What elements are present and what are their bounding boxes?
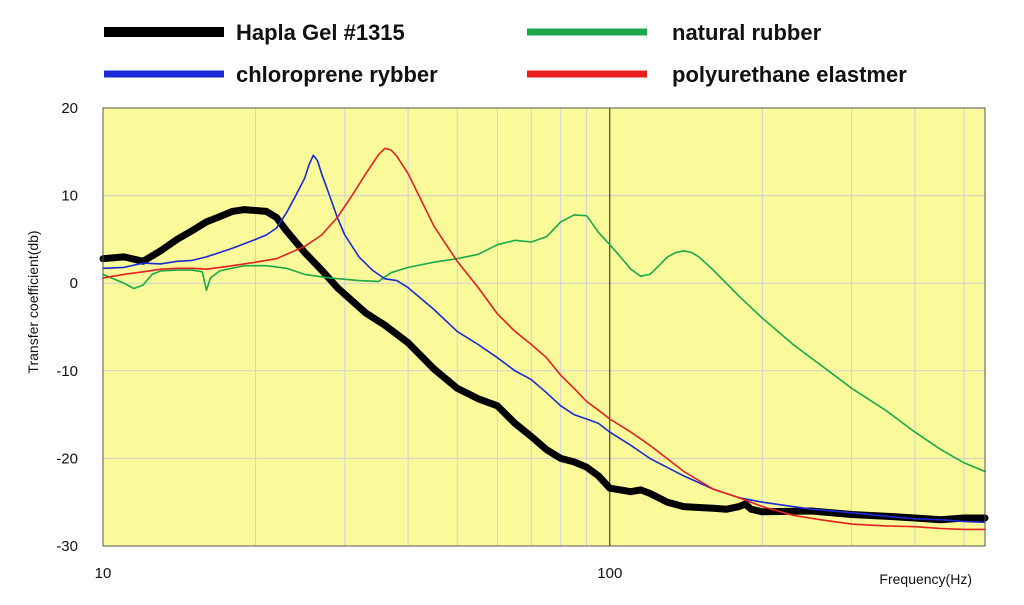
y-tick-labels: 20 10 0 -10 -20 -30 — [56, 100, 78, 555]
series-group — [99, 147, 989, 531]
x-tick-label: 10 — [95, 565, 112, 582]
series-line-natural-rubber — [102, 214, 986, 473]
y-tick-label: 10 — [61, 188, 78, 205]
series-line-polyurethane-elastmer — [102, 147, 986, 531]
legend-label: polyurethane elastmer — [672, 62, 907, 87]
y-tick-label: 20 — [61, 100, 78, 117]
x-tick-labels: 10 100 — [95, 565, 623, 582]
y-tick-label: -10 — [56, 363, 78, 380]
legend-label: natural rubber — [672, 20, 822, 45]
plot-frame — [102, 107, 986, 547]
x-axis-title: Frequency(Hz) — [879, 571, 972, 587]
x-tick-label: 100 — [597, 565, 622, 582]
legend-label: Hapla Gel #1315 — [236, 20, 405, 45]
legend: Hapla Gel #1315 natural rubber chloroprene… — [104, 20, 907, 87]
y-tick-label: -20 — [56, 450, 78, 467]
series-line-hapla-gel-1315 — [99, 206, 989, 524]
y-tick-label: 0 — [70, 275, 78, 292]
legend-label: chloroprene rybber — [236, 62, 438, 87]
y-tick-label: -30 — [56, 538, 78, 555]
y-axis-title: Transfer coefficient(db) — [25, 230, 41, 373]
plot-area — [103, 108, 985, 546]
